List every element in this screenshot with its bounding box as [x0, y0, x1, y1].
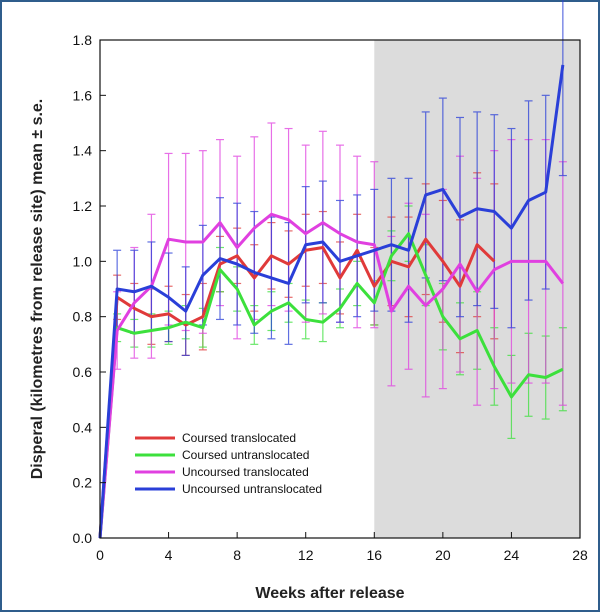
series-line [98, 232, 564, 539]
y-tick-label: 1.8 [73, 32, 93, 48]
x-tick-label: 28 [572, 547, 588, 563]
series-line [98, 64, 565, 539]
series-lines [98, 64, 565, 539]
x-tick-label: 8 [233, 547, 241, 563]
y-tick-label: 1.4 [73, 143, 93, 159]
series-line [98, 212, 565, 539]
series-line [98, 237, 496, 539]
x-tick-label: 12 [298, 547, 314, 563]
axes: 0 4 8 12 16 20 24 28 0.0 0.2 0.4 0.6 0.8 1.0 1.2 1.4 1.6… [73, 32, 588, 563]
legend: Coursed translocated Coursed untranslocat… [135, 431, 322, 496]
legend-label: Coursed untranslocated [182, 448, 309, 462]
y-tick-label: 1.0 [73, 253, 93, 269]
y-tick-label: 1.6 [73, 87, 93, 103]
x-tick-label: 20 [435, 547, 451, 563]
x-tick-label: 0 [96, 547, 104, 563]
x-tick-label: 16 [366, 547, 382, 563]
legend-label: Coursed translocated [182, 431, 296, 445]
plot-border [99, 39, 581, 539]
x-tick-label: 4 [165, 547, 173, 563]
y-tick-label: 0.0 [73, 530, 93, 546]
y-tick-label: 1.2 [73, 198, 93, 214]
y-axis-label: Disperal (kilometres from release site) … [29, 99, 46, 480]
legend-label: Uncoursed translocated [182, 465, 309, 479]
y-tick-label: 0.6 [73, 364, 93, 380]
y-tick-label: 0.8 [73, 309, 93, 325]
y-tick-label: 0.4 [73, 419, 93, 435]
legend-label: Uncoursed untranslocated [182, 482, 322, 496]
x-axis-label: Weeks after release [255, 585, 404, 602]
y-tick-label: 0.2 [73, 475, 93, 491]
x-tick-label: 24 [504, 547, 520, 563]
